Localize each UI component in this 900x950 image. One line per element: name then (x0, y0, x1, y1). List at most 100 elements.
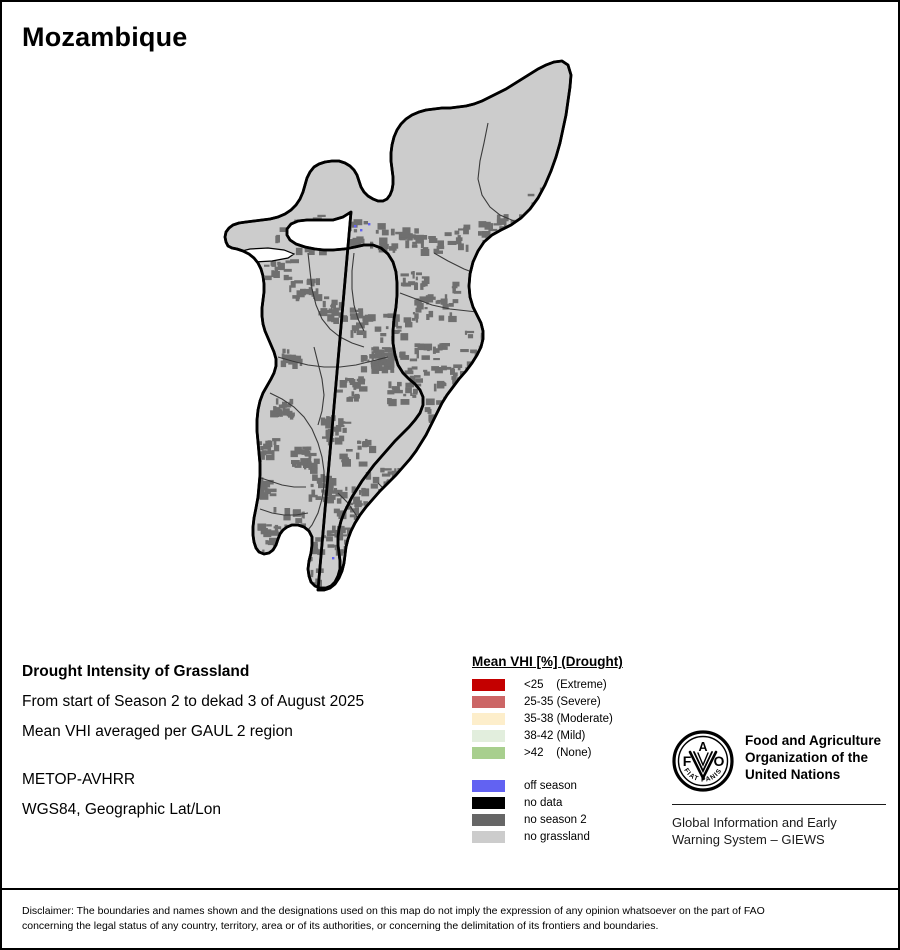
no-season2-pixel (501, 252, 507, 259)
no-season2-pixel (484, 221, 491, 230)
legend-item-mild[interactable]: 38-42 (Mild) (472, 727, 672, 744)
no-season2-pixel (436, 400, 445, 405)
no-season2-pixel (559, 258, 565, 263)
no-season2-pixel (314, 494, 318, 498)
legend-item-off-season[interactable]: off season (472, 777, 672, 794)
no-season2-pixel (491, 265, 495, 271)
no-season2-pixel (308, 452, 312, 459)
disclaimer-divider (2, 888, 898, 890)
no-season2-pixel (393, 314, 400, 322)
no-season2-pixel (295, 553, 302, 561)
no-season2-pixel (354, 526, 357, 531)
no-season2-pixel (380, 467, 385, 473)
no-season2-pixel (342, 427, 347, 433)
no-season2-pixel (339, 453, 348, 460)
no-season2-pixel (296, 554, 303, 563)
no-season2-pixel (511, 284, 515, 288)
legend-item-severe[interactable]: 25-35 (Severe) (472, 693, 672, 710)
no-season2-pixel (361, 529, 370, 532)
no-season2-pixel (335, 431, 339, 436)
info-spacer (22, 747, 452, 765)
no-season2-pixel (415, 282, 418, 288)
no-season2-pixel (309, 575, 314, 578)
no-season2-pixel (400, 273, 409, 277)
no-season2-pixel (425, 295, 433, 299)
no-season2-pixel (467, 334, 474, 339)
legend-item-moderate[interactable]: 35-38 (Moderate) (472, 710, 672, 727)
no-season2-pixel (421, 355, 430, 360)
no-season2-pixel (531, 309, 537, 315)
legend-swatch-no-data (472, 796, 505, 809)
no-season2-pixel (328, 225, 334, 232)
no-season2-pixel (413, 392, 418, 395)
no-season2-pixel (279, 570, 283, 576)
no-season2-pixel (454, 230, 460, 235)
no-season2-pixel (336, 532, 344, 541)
no-season2-pixel (335, 389, 343, 393)
legend-item-no-data[interactable]: no data (472, 794, 672, 811)
no-season2-pixel (346, 397, 353, 402)
map-legend: Mean VHI [%] (Drought) <25 (Extreme) 25-… (472, 654, 672, 845)
no-season2-pixel (272, 438, 281, 442)
no-season2-pixel (436, 380, 445, 389)
no-season2-pixel (414, 375, 421, 378)
no-season2-pixel (285, 561, 292, 564)
no-season2-pixel (361, 487, 366, 495)
no-season2-pixel (286, 560, 290, 569)
disclaimer-text: Disclaimer: The boundaries and names sho… (22, 904, 882, 934)
legend-item-none[interactable]: >42 (None) (472, 744, 672, 761)
no-season2-pixel (265, 275, 272, 281)
legend-item-extreme[interactable]: <25 (Extreme) (472, 676, 672, 693)
no-season2-pixel (327, 314, 334, 322)
no-season2-pixel (278, 410, 283, 415)
no-season2-pixel (267, 446, 272, 452)
no-season2-pixel (332, 525, 336, 534)
no-season2-pixel (313, 232, 316, 236)
legend-group-vhi-classes: <25 (Extreme) 25-35 (Severe) 35-38 (Mode… (472, 676, 672, 761)
no-season2-pixel (353, 309, 360, 312)
no-season2-pixel (301, 237, 305, 242)
no-season2-pixel (497, 262, 506, 268)
legend-swatch-severe (472, 695, 505, 708)
info-period: From start of Season 2 to dekad 3 of Aug… (22, 693, 365, 710)
no-season2-pixel (481, 294, 491, 300)
no-season2-pixel (325, 488, 332, 496)
no-season2-pixel (510, 259, 514, 268)
no-season2-pixel (414, 343, 421, 347)
no-season2-pixel (319, 223, 322, 226)
no-season2-pixel (413, 388, 418, 394)
no-season2-pixel (356, 452, 360, 460)
no-season2-pixel (289, 285, 292, 293)
no-season2-pixel (400, 333, 409, 341)
no-season2-pixel (302, 511, 305, 519)
no-season2-pixel (521, 221, 526, 227)
no-season2-pixel (440, 346, 448, 350)
no-season2-pixel (363, 501, 369, 506)
legend-item-no-season-2[interactable]: no season 2 (472, 811, 672, 828)
map-canvas[interactable] (2, 57, 900, 622)
no-season2-pixel (395, 231, 403, 235)
no-season2-pixel (337, 227, 347, 232)
no-season2-pixel (394, 485, 401, 490)
no-season2-pixel (453, 364, 463, 368)
no-season2-pixel (423, 343, 433, 351)
no-season2-pixel (312, 474, 318, 481)
no-season2-pixel (493, 281, 502, 288)
no-season2-pixel (391, 386, 400, 390)
no-season2-pixel (470, 349, 477, 354)
no-season2-pixel (397, 381, 402, 387)
no-season2-pixel (425, 398, 435, 406)
no-season2-pixel (364, 314, 372, 322)
legend-item-no-grassland[interactable]: no grassland (472, 828, 672, 845)
fao-name-line-2: Organization of the (745, 750, 868, 765)
no-season2-pixel (557, 272, 566, 277)
no-season2-pixel (371, 365, 378, 370)
info-sensor: METOP-AVHRR (22, 771, 136, 788)
mozambique-map-svg[interactable] (2, 57, 900, 622)
no-season2-pixel (370, 483, 378, 489)
no-season2-pixel (434, 367, 443, 374)
no-season2-pixel (270, 530, 279, 536)
no-season2-pixel (524, 295, 527, 301)
no-season2-pixel (409, 375, 416, 383)
page-title: Mozambique (22, 22, 188, 52)
